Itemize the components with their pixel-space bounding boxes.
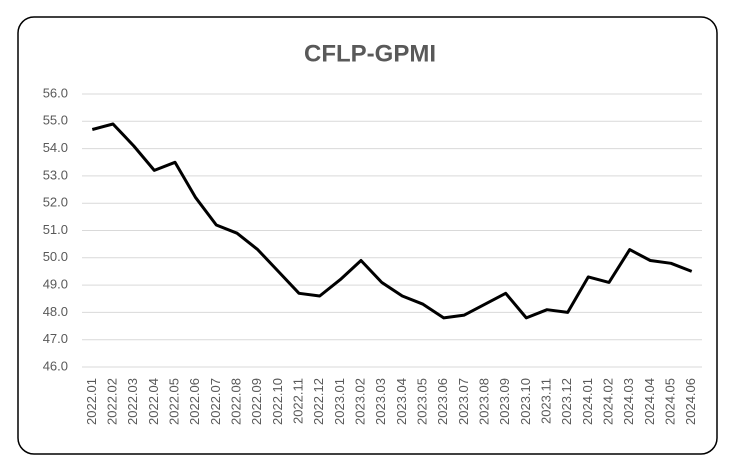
- x-tick-label: 2023.05: [414, 378, 429, 425]
- y-tick-label: 54.0: [43, 140, 68, 155]
- x-tick-label: 2022.07: [208, 378, 223, 425]
- x-tick-label: 2023.10: [518, 378, 533, 425]
- x-tick-label: 2022.09: [249, 378, 264, 425]
- x-tick-label: 2023.11: [538, 378, 553, 424]
- x-tick-label: 2024.05: [662, 378, 677, 425]
- x-tick-label: 2023.02: [352, 378, 367, 425]
- x-tick-label: 2023.01: [332, 378, 347, 425]
- x-tick-label: 2022.04: [146, 378, 161, 425]
- x-tick-label: 2022.05: [166, 378, 181, 425]
- data-line: [91, 122, 693, 320]
- x-tick-label: 2023.03: [373, 378, 388, 425]
- x-tick-label: 2023.06: [435, 378, 450, 425]
- y-tick-label: 47.0: [43, 331, 68, 346]
- x-tick-label: 2023.07: [456, 378, 471, 425]
- x-tick-label: 2022.01: [84, 378, 99, 425]
- x-tick-label: 2024.03: [621, 378, 636, 425]
- x-tick-label: 2023.12: [559, 378, 574, 425]
- x-tick-label: 2023.08: [476, 378, 491, 425]
- x-tick-label: 2022.08: [228, 378, 243, 425]
- y-tick-label: 55.0: [43, 113, 68, 128]
- y-tick-label: 53.0: [43, 167, 68, 182]
- y-tick-label: 49.0: [43, 277, 68, 292]
- y-tick-label: 51.0: [43, 222, 68, 237]
- x-tick-label: 2023.09: [497, 378, 512, 425]
- y-tick-label: 52.0: [43, 195, 68, 210]
- chart-title: CFLP-GPMI: [304, 40, 436, 67]
- y-tick-label: 46.0: [43, 358, 68, 373]
- x-tick-label: 2024.02: [600, 378, 615, 425]
- x-tick-label: 2022.02: [104, 378, 119, 425]
- y-tick-label: 48.0: [43, 304, 68, 319]
- y-tick-label: 56.0: [43, 85, 68, 100]
- x-tick-label: 2022.10: [270, 378, 285, 425]
- chart-frame: [17, 16, 718, 455]
- y-tick-label: 50.0: [43, 249, 68, 264]
- x-tick-label: 2023.04: [394, 378, 409, 425]
- x-tick-label: 2024.04: [642, 378, 657, 425]
- x-tick-label: 2022.12: [311, 378, 326, 425]
- x-tick-label: 2024.06: [683, 378, 698, 425]
- x-tick-label: 2022.11: [290, 378, 305, 424]
- x-tick-label: 2022.03: [125, 378, 140, 425]
- x-tick-label: 2022.06: [187, 378, 202, 425]
- x-tick-label: 2024.01: [580, 378, 595, 425]
